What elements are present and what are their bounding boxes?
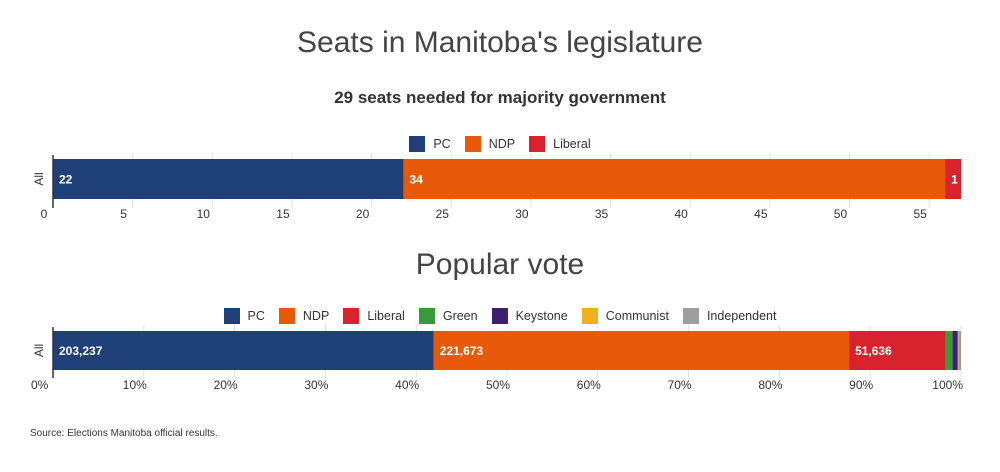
tick-label: 60% [577, 378, 601, 392]
data-label: 34 [409, 173, 423, 187]
tick-label: 40% [395, 378, 419, 392]
tick-label: 30 [515, 207, 529, 221]
legend-swatch [343, 308, 360, 324]
bar-segment-green [945, 331, 953, 370]
tick-label: 0 [41, 207, 48, 221]
tick-label: 50 [834, 207, 848, 221]
data-label: 22 [59, 173, 73, 187]
bar-segment-independent [958, 331, 961, 370]
legend-label: Keystone [515, 309, 568, 323]
legend-swatch [581, 308, 598, 324]
tick-label: 55 [913, 207, 927, 221]
bar-segment-liberal [945, 159, 961, 199]
tick-label: 25 [436, 207, 450, 221]
category-label: All [32, 344, 46, 357]
legend-label: Liberal [553, 137, 591, 151]
legend-item-pc: PC [409, 136, 451, 152]
data-label: 221,673 [440, 344, 484, 358]
legend-label: PC [433, 137, 451, 151]
seats-legend: PC NDP Liberal [0, 136, 1000, 152]
legend-swatch [409, 136, 426, 152]
vote-legend: PC NDP Liberal Green Keystone Communist Indepe… [0, 308, 1000, 324]
legend-label: PC [247, 309, 265, 323]
vote-chart-title: Popular vote [415, 248, 585, 281]
legend-swatch [529, 136, 546, 152]
legend-label: NDP [302, 309, 330, 323]
bar-segment-pc [53, 159, 404, 199]
legend-swatch [682, 308, 699, 324]
source-note: Source: Elections Manitoba official resu… [30, 428, 218, 439]
legend-swatch [418, 308, 435, 324]
legend-label: NDP [488, 137, 516, 151]
seats-chart-title: Seats in Manitoba's legislature [297, 26, 703, 59]
tick-label: 20 [356, 207, 370, 221]
legend-item-liberal: Liberal [343, 308, 405, 324]
tick-label: 5 [120, 207, 127, 221]
legend-label: Green [442, 309, 478, 323]
legend-item-independent: Independent [682, 308, 777, 324]
seats-chart-subtitle: 29 seats needed for majority government [334, 88, 666, 107]
legend-item-ndp: NDP [278, 308, 330, 324]
legend-swatch [223, 308, 240, 324]
bar-segment-keystone [952, 331, 958, 370]
tick-label: 45 [754, 207, 768, 221]
tick-label: 50% [486, 378, 510, 392]
tick-label: 35 [595, 207, 609, 221]
tick-label: 30% [304, 378, 328, 392]
bar-segment-ndp [403, 159, 946, 199]
category-label: All [32, 172, 46, 185]
bar-segment-communist [957, 331, 959, 370]
legend-item-communist: Communist [581, 308, 669, 324]
legend-label: Communist [605, 309, 669, 323]
bar-segment-liberal [849, 331, 946, 370]
tick-label: 10% [123, 378, 147, 392]
data-label: 203,237 [59, 344, 103, 358]
legend-label: Liberal [367, 309, 405, 323]
tick-label: 15 [276, 207, 290, 221]
legend-item-ndp: NDP [464, 136, 516, 152]
tick-label: 10 [197, 207, 211, 221]
legend-item-pc: PC [223, 308, 265, 324]
tick-label: 80% [758, 378, 782, 392]
bar-segment-pc [53, 331, 434, 370]
data-label: 51,636 [855, 344, 892, 358]
data-label: 1 [951, 173, 958, 187]
bar-segment-ndp [433, 331, 850, 370]
legend-item-keystone: Keystone [491, 308, 568, 324]
legend-swatch [278, 308, 295, 324]
tick-label: 40 [675, 207, 689, 221]
tick-label: 90% [849, 378, 873, 392]
legend-item-liberal: Liberal [529, 136, 591, 152]
legend-swatch [464, 136, 481, 152]
tick-label: 70% [668, 378, 692, 392]
tick-label: 20% [214, 378, 238, 392]
tick-label: 100% [932, 378, 963, 392]
legend-label: Independent [706, 309, 777, 323]
legend-item-green: Green [418, 308, 478, 324]
legend-swatch [491, 308, 508, 324]
tick-label: 0% [31, 378, 49, 392]
